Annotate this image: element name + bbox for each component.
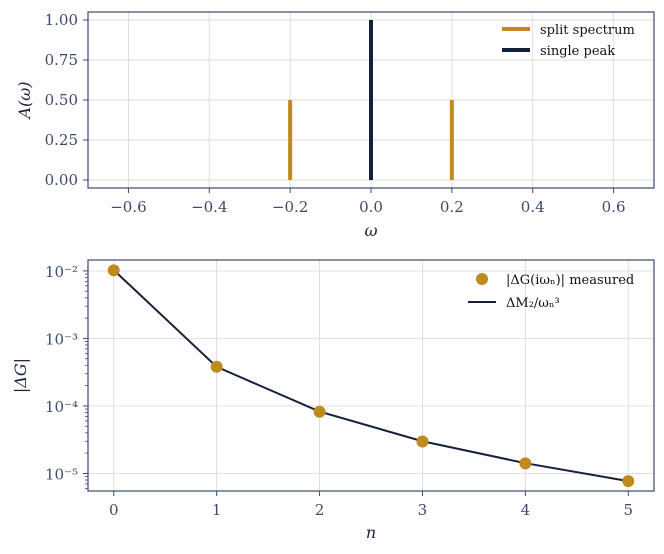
legend-marker	[476, 273, 488, 285]
x-axis-label: n	[366, 523, 376, 542]
x-axis-label: ω	[364, 221, 377, 240]
y-tick-label: 0.75	[45, 51, 78, 69]
x-tick-label: −0.4	[191, 198, 227, 216]
y-tick-label: 0.00	[45, 171, 78, 189]
legend-entry: ΔM₂/ωₙ³	[506, 296, 560, 311]
y-axis-label: A(ω)	[15, 81, 34, 120]
x-tick-label: 0.0	[359, 198, 383, 216]
legend-entry: single peak	[540, 44, 615, 59]
legend-entry: split spectrum	[540, 23, 635, 38]
x-tick-label: 2	[315, 501, 325, 519]
data-point	[210, 360, 223, 373]
x-tick-label: 0.2	[440, 198, 464, 216]
y-tick-label: 10⁻²	[45, 263, 78, 281]
x-tick-label: 3	[418, 501, 428, 519]
data-point	[313, 405, 326, 418]
y-axis-label: |ΔG|	[11, 358, 30, 393]
data-point	[519, 457, 532, 470]
y-tick-label: 1.00	[45, 11, 78, 29]
y-tick-label: 10⁻⁵	[45, 465, 78, 483]
x-tick-label: 0.6	[602, 198, 626, 216]
y-tick-label: 10⁻⁴	[45, 398, 78, 416]
plot-frame	[87, 11, 655, 189]
y-tick-label: 0.50	[45, 91, 78, 109]
x-tick-label: 5	[623, 501, 633, 519]
y-tick-label: 0.25	[45, 131, 78, 149]
legend-entry: |ΔG(iωₙ)| measured	[506, 273, 634, 288]
y-tick-label: 10⁻³	[45, 330, 78, 348]
data-point	[416, 435, 429, 448]
plot-frame	[87, 259, 655, 492]
x-tick-label: −0.6	[110, 198, 146, 216]
delta-g-panel: 0 1 2 3 4 5 10⁻⁵ 10⁻⁴ 10⁻³ 10⁻² n |ΔG| |ΔG(iωₙ)| mea…	[11, 259, 655, 542]
x-tick-label: 0.4	[521, 198, 545, 216]
x-tick-label: 4	[521, 501, 531, 519]
data-point	[107, 264, 120, 277]
x-tick-label: 0	[109, 501, 119, 519]
x-tick-label: 1	[212, 501, 222, 519]
model-line	[113, 269, 629, 483]
x-tick-label: −0.2	[272, 198, 308, 216]
data-point	[622, 475, 635, 488]
spectral-function-panel: −0.6 −0.4 −0.2 0.0 0.2 0.4 0.6 0.00 0.25 0.50 0.75…	[15, 11, 655, 240]
